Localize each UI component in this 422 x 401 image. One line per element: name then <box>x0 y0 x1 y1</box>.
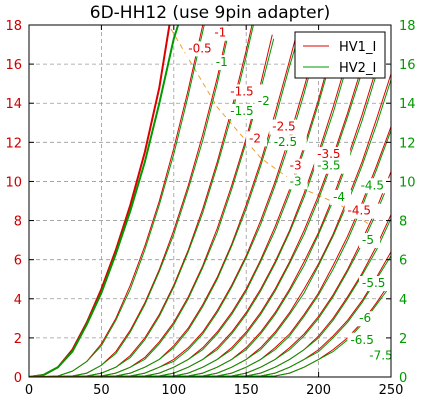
curve-label-bg <box>227 103 264 119</box>
x-tick-label: 200 <box>306 383 331 398</box>
curve-label: -7.5 <box>369 348 392 362</box>
curve-label-bg <box>212 55 234 71</box>
curve-label: -3.5 <box>317 159 340 173</box>
chart-title: 6D-HH12 (use 9pin adapter) <box>90 3 330 23</box>
y2-tick-label: 6 <box>399 254 407 269</box>
x-tick-label: 150 <box>234 383 259 398</box>
hv2-curve <box>29 25 231 377</box>
hv2-curve <box>29 255 391 377</box>
curve-label: -2.5 <box>272 120 295 134</box>
curve-label: -6.5 <box>350 333 373 347</box>
curve-label-bg <box>227 84 264 100</box>
legend-box <box>294 31 386 79</box>
plot-frame <box>28 24 392 378</box>
y2-tick-label: 12 <box>399 136 416 151</box>
x-tick-label: 100 <box>161 383 186 398</box>
curve-label-bg <box>246 131 268 147</box>
hv2-curve <box>29 218 391 377</box>
curve-label-bg <box>344 203 381 219</box>
curve-label-bg <box>359 233 381 249</box>
hv2-curve <box>29 38 275 377</box>
curve-label-bg <box>359 276 396 292</box>
curves <box>29 25 391 377</box>
curve-label-bg <box>269 119 306 135</box>
curve-label: -2 <box>258 94 270 108</box>
hv2-curve <box>29 63 349 377</box>
curve-label: -1 <box>214 26 226 40</box>
curve-label: -5 <box>362 233 374 247</box>
y2-tick-label: 0 <box>399 371 407 386</box>
y-tick-label: 16 <box>5 58 22 73</box>
curve-label-bg <box>314 146 351 162</box>
y-tick-label: 12 <box>5 136 22 151</box>
legend: HV1_I HV2_I <box>294 31 386 79</box>
hv2-curve <box>29 40 320 377</box>
curve-label: -1 <box>216 55 228 69</box>
hv2-curve <box>29 25 205 377</box>
x-tick-label: 0 <box>25 383 33 398</box>
curve-label: -0.5 <box>188 41 211 55</box>
curve-label: -1.5 <box>230 84 253 98</box>
y2-tick-label: 16 <box>399 58 416 73</box>
curve-label: -4.5 <box>348 204 371 218</box>
curve-labels: -0.5-1-1-1.5-2-1.5-2.5-2.5-2-3.5-3.5-3-3… <box>185 25 403 364</box>
curve-label-bg <box>330 190 352 205</box>
curve-label-bg <box>356 311 378 327</box>
x-tick-label: 250 <box>379 383 404 398</box>
y2-tick-label: 10 <box>399 175 416 190</box>
y-tick-label: 10 <box>5 175 22 190</box>
axes: 0 50 100 150 200 2500246810121416180246810121… <box>5 19 415 398</box>
curve-label-bg <box>357 178 394 194</box>
hv2-curve <box>29 25 180 377</box>
curve-label-bg <box>270 135 307 151</box>
hv2-curve <box>29 25 254 377</box>
y-tick-label: 8 <box>14 215 22 230</box>
curve-label: -3 <box>290 159 302 173</box>
y-tick-label: 18 <box>5 19 22 34</box>
y-tick-label: 4 <box>14 293 22 308</box>
curve-label-bg <box>347 332 384 348</box>
hv2-curve <box>29 73 377 377</box>
curve-label: -1.5 <box>230 104 253 118</box>
curve-label: -3.5 <box>317 147 340 161</box>
y2-tick-label: 18 <box>399 19 416 34</box>
y-tick-label: 14 <box>5 97 22 112</box>
curve-label: -3 <box>290 174 302 188</box>
curve-label-bg <box>211 25 233 41</box>
legend-label: HV2_I <box>339 61 376 76</box>
curve-label-bg <box>366 348 403 364</box>
y2-tick-label: 2 <box>399 332 407 347</box>
curve-label-bg <box>286 174 308 190</box>
curve-label-bg <box>314 158 351 174</box>
curve-label: -5.5 <box>362 276 385 290</box>
y-tick-label: 6 <box>14 254 22 269</box>
y-tick-label: 0 <box>14 371 22 386</box>
curve-label-bg <box>286 158 308 174</box>
y2-tick-label: 14 <box>399 97 416 112</box>
y2-tick-label: 8 <box>399 215 407 230</box>
y-tick-label: 2 <box>14 332 22 347</box>
legend-label: HV1_I <box>339 40 376 55</box>
y2-tick-label: 4 <box>399 293 407 308</box>
hv2-curve <box>29 79 391 377</box>
curve-label: -4 <box>333 190 345 204</box>
curve-label: -4.5 <box>361 178 384 192</box>
x-tick-label: 50 <box>93 383 110 398</box>
curve-label-bg <box>185 41 222 57</box>
curve-label: -2 <box>249 131 261 145</box>
curve-label: -6 <box>359 311 371 325</box>
curve-label: -2.5 <box>274 135 297 149</box>
